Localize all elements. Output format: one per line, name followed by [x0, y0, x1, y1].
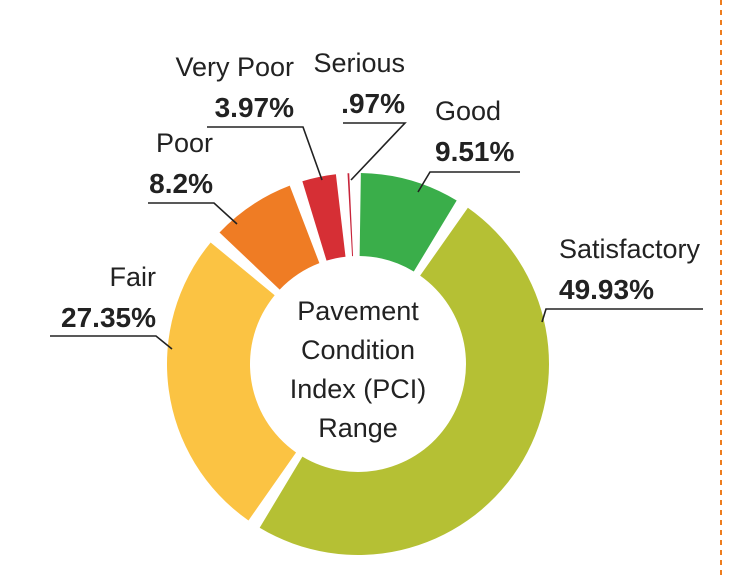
- slice-satisfactory: [259, 207, 550, 556]
- leader-fair: [50, 335, 173, 350]
- value-serious: .97%: [341, 88, 405, 119]
- leader-satisfactory: [541, 308, 703, 323]
- label-good: Good: [435, 96, 501, 126]
- value-very-poor: 3.97%: [215, 92, 294, 123]
- label-fair: Fair: [110, 262, 157, 292]
- center-label: Pavement Condition Index (PCI) Range: [290, 296, 427, 443]
- value-good: 9.51%: [435, 136, 514, 167]
- center-label-line: Index (PCI): [290, 374, 427, 404]
- label-poor: Poor: [156, 128, 213, 158]
- center-label-line: Condition: [301, 335, 415, 365]
- value-poor: 8.2%: [149, 168, 213, 199]
- center-label-line: Pavement: [297, 296, 419, 326]
- slice-serious: [347, 173, 354, 257]
- label-very-poor: Very Poor: [175, 52, 294, 82]
- leader-serious: [343, 122, 407, 181]
- center-label-line: Range: [318, 413, 398, 443]
- leader-good: [417, 171, 520, 193]
- leader-very-poor: [207, 126, 323, 181]
- slice-good: [359, 173, 457, 272]
- value-satisfactory: 49.93%: [559, 274, 654, 305]
- label-satisfactory: Satisfactory: [559, 234, 701, 264]
- slice-fair: [167, 242, 297, 521]
- value-fair: 27.35%: [61, 302, 156, 333]
- leader-poor: [148, 202, 238, 225]
- slice-very-poor: [302, 174, 346, 261]
- slice-poor: [219, 185, 320, 290]
- donut-slices: [167, 173, 550, 556]
- slice-labels: Good 9.51% Satisfactory 49.93% Fair 27.35% Poo…: [50, 48, 703, 350]
- label-serious: Serious: [313, 48, 405, 78]
